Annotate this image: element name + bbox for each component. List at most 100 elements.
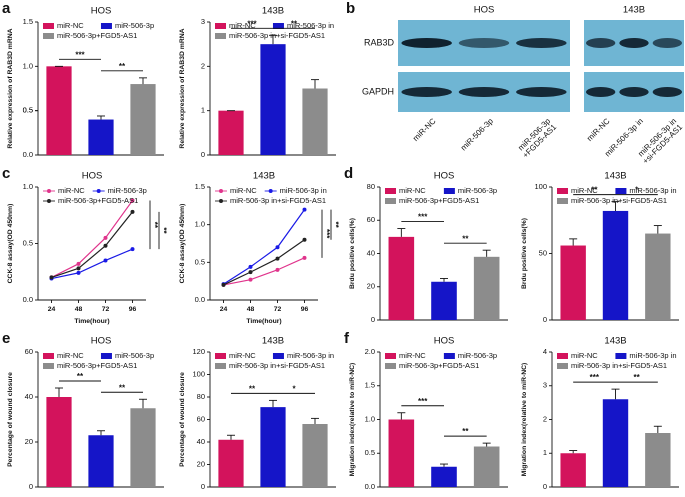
point — [103, 243, 108, 248]
blot-band — [652, 87, 682, 97]
y-tick-label: 3 — [201, 17, 205, 26]
y-tick-label: 2 — [543, 414, 547, 423]
y-tick-label: 1.0 — [195, 220, 205, 229]
legend-swatch — [615, 188, 627, 194]
chart-title: 143B — [604, 336, 626, 347]
legend-label: miR-506-3p+FGD5-AS1 — [57, 31, 137, 40]
legend-marker — [219, 199, 223, 203]
point — [49, 275, 54, 280]
bar — [302, 88, 328, 155]
y-tick-label: 1.0 — [365, 414, 375, 423]
legend-swatch — [443, 188, 455, 194]
legend-label: miR-506-3p in+si-FGD5-AS1 — [571, 361, 667, 370]
x-tick-label: 96 — [301, 306, 309, 313]
point — [275, 267, 280, 272]
bar — [602, 399, 629, 487]
point — [248, 277, 253, 282]
significance-label: *** — [418, 397, 428, 406]
significance-label: ** — [119, 383, 126, 392]
bar — [560, 453, 586, 487]
legend-marker — [219, 189, 223, 193]
point — [302, 207, 307, 212]
legend-swatch — [100, 353, 112, 359]
legend-label: miR-NC — [399, 186, 426, 195]
bar — [388, 419, 415, 487]
legend-swatch — [43, 23, 54, 29]
y-tick-label: 40 — [367, 248, 375, 257]
bar — [473, 256, 500, 320]
lane-label: miR-NC — [585, 116, 612, 143]
significance-label: ** — [77, 372, 84, 381]
series-line — [51, 211, 133, 278]
legend-swatch — [557, 198, 568, 204]
chart-title: HOS — [91, 6, 112, 17]
legend-swatch — [43, 33, 54, 39]
significance-label: ** — [462, 427, 469, 436]
blot-band — [516, 87, 567, 97]
y-tick-label: 60 — [25, 347, 33, 356]
lane-label: miR-NC — [411, 116, 438, 143]
y-tick-label: 0.5 — [23, 106, 33, 115]
y-tick-label: 0.0 — [23, 150, 33, 159]
point — [130, 209, 135, 214]
y-tick-label: 0.5 — [23, 238, 33, 247]
point — [130, 247, 135, 252]
y-axis-label: Relative expression of RAB3D mRNA — [7, 28, 14, 148]
bar — [46, 397, 72, 487]
legend-label: miR-506-3p in — [287, 21, 334, 30]
chart-title: HOS — [434, 171, 455, 182]
legend-swatch — [272, 23, 284, 29]
legend-label: miR-506-3p — [108, 186, 147, 195]
point — [248, 264, 253, 269]
legend-label: miR-506-3p — [458, 186, 497, 195]
legend-swatch — [557, 363, 568, 369]
y-tick-label: 60 — [367, 215, 375, 224]
bar — [645, 233, 671, 320]
x-axis-label: Time(hour) — [74, 318, 109, 325]
blot-band — [586, 87, 616, 97]
significance-label: ** — [634, 373, 641, 382]
y-tick-label: 2.0 — [365, 347, 375, 356]
legend-swatch — [443, 353, 455, 359]
x-tick-label: 24 — [48, 306, 56, 313]
legend-label: miR-NC — [229, 21, 256, 30]
chart-title: HOS — [434, 336, 455, 347]
y-tick-label: 0 — [29, 482, 33, 491]
y-axis-label: Brdu positive cells(%) — [521, 218, 528, 289]
legend-swatch — [43, 363, 54, 369]
x-tick-label: 24 — [220, 306, 228, 313]
series-line — [51, 200, 133, 278]
blot-band — [619, 87, 649, 97]
y-tick-label: 0.5 — [365, 448, 375, 457]
legend-label: miR-NC — [571, 186, 598, 195]
legend-swatch — [557, 353, 568, 359]
legend-swatch — [215, 363, 226, 369]
significance-label: ** — [150, 222, 159, 229]
y-tick-label: 120 — [192, 347, 205, 356]
significance-label: ** — [249, 384, 256, 393]
point — [76, 261, 81, 266]
panel-letter: e — [2, 330, 10, 347]
legend-label: miR-NC — [58, 186, 85, 195]
y-tick-label: 0.0 — [23, 295, 33, 304]
bar — [602, 210, 629, 320]
y-axis-label: CCK-8 assay(OD 450nm) — [7, 204, 14, 284]
significance-label: *** — [75, 50, 85, 59]
x-tick-label: 72 — [102, 306, 110, 313]
legend-label: miR-506-3p — [458, 351, 497, 360]
y-tick-label: 0 — [201, 482, 205, 491]
significance-label: * — [635, 186, 639, 195]
y-axis-label: CCK-8 assay(OD 450nm) — [179, 204, 186, 284]
panel-letter: c — [2, 165, 10, 182]
y-tick-label: 0.0 — [195, 295, 205, 304]
y-tick-label: 1 — [543, 448, 547, 457]
legend-label: miR-506-3p+FGD5-AS1 — [399, 196, 479, 205]
bar — [431, 281, 457, 320]
legend-swatch — [385, 198, 396, 204]
bar — [260, 44, 286, 155]
significance-label: ** — [291, 19, 298, 28]
legend-label: miR-NC — [229, 351, 256, 360]
bar — [88, 119, 114, 155]
row-label: GAPDH — [362, 86, 394, 96]
legend-label: miR-506-3p in — [629, 186, 676, 195]
